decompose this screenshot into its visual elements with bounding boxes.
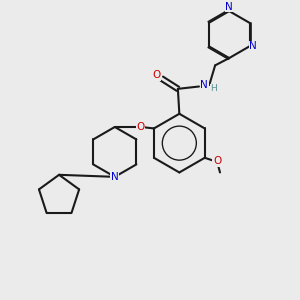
Text: O: O xyxy=(152,70,160,80)
Text: N: N xyxy=(200,80,208,90)
Text: N: N xyxy=(249,41,257,51)
Text: N: N xyxy=(225,2,233,12)
Text: H: H xyxy=(210,84,217,93)
Text: O: O xyxy=(136,122,145,132)
Text: N: N xyxy=(111,172,119,182)
Text: O: O xyxy=(213,156,221,166)
